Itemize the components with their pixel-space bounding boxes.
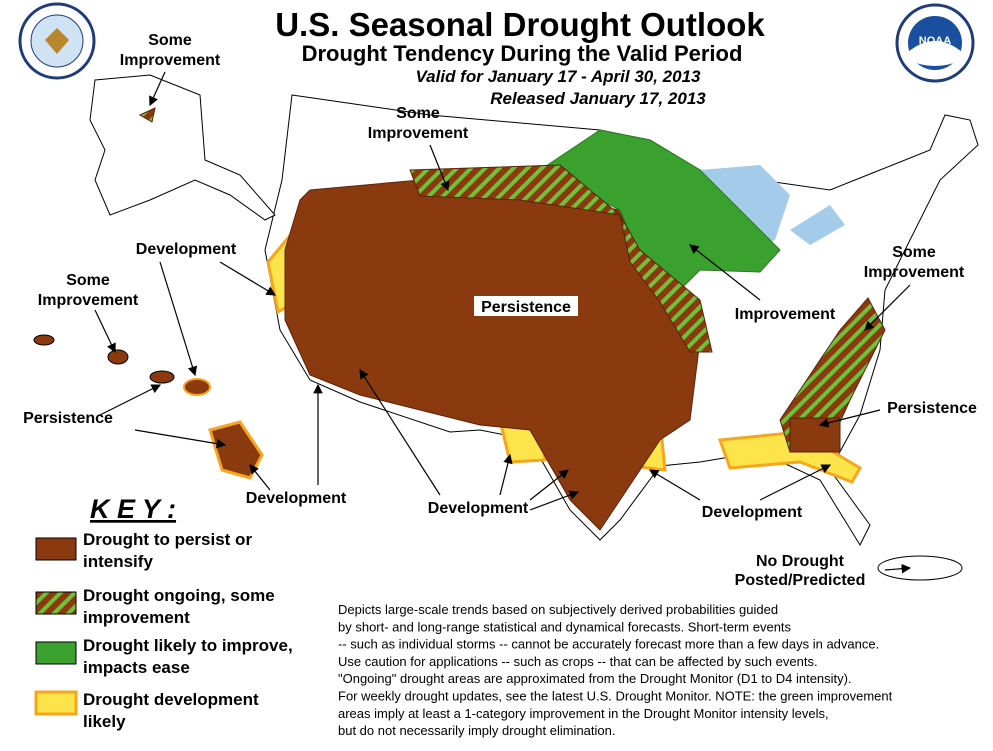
note-line: but do not necessarily imply drought eli… [338,723,615,738]
key-label: Drought to persist or intensify [83,530,252,571]
map-label: Persistence [23,410,113,427]
note-line: For weekly drought updates, see the late… [338,689,893,704]
arrows [94,71,912,574]
note-line: by short- and long-range statistical and… [338,619,792,634]
release-date: Released January 17, 2013 [490,89,706,108]
map-label: Some Improvement [368,105,469,142]
map-label: Some Improvement [38,272,139,309]
note-line: Depicts large-scale trends based on subj… [338,602,778,617]
note-line: -- such as individual storms -- cannot b… [338,637,879,652]
svg-text:NOAA: NOAA [919,35,951,47]
map-label: Development [702,504,803,521]
key-title: K E Y : [90,494,176,524]
alaska [89,74,276,221]
key-swatch [35,591,77,615]
notes: Depicts large-scale trends based on subj… [338,602,893,738]
map-label: Development [428,500,529,517]
map-label: Some Improvement [120,32,221,69]
label-box [474,296,578,316]
note-line: Use caution for applications -- such as … [338,654,818,669]
valid-period: Valid for January 17 - April 30, 2013 [415,67,701,86]
puerto-rico [877,555,963,581]
title: U.S. Seasonal Drought Outlook [275,6,765,43]
map-label: Some Improvement [864,244,965,281]
map-label: Persistence [481,299,571,316]
subtitle: Drought Tendency During the Valid Period [302,41,743,66]
key-swatch [35,537,77,561]
conus-map [264,94,979,547]
note-line: "Ongoing" drought areas are approximated… [338,671,852,686]
doc-logo [18,2,96,80]
map-label: Development [246,490,347,507]
key-swatch [34,690,78,716]
map-label: Improvement [735,306,836,323]
noaa-logo: NOAA [895,3,975,83]
map-label: No Drought Posted/Predicted [735,553,866,589]
key-label: Drought ongoing, some improvement [83,586,275,627]
hawaii [33,334,264,480]
map-label: Persistence [887,400,977,417]
note-line: areas imply at least a 1-category improv… [338,706,829,721]
key-swatch [35,641,77,665]
key-label: Drought likely to improve, impacts ease [83,636,293,677]
key-label: Drought development likely [83,690,259,731]
map-label: Development [136,241,237,258]
